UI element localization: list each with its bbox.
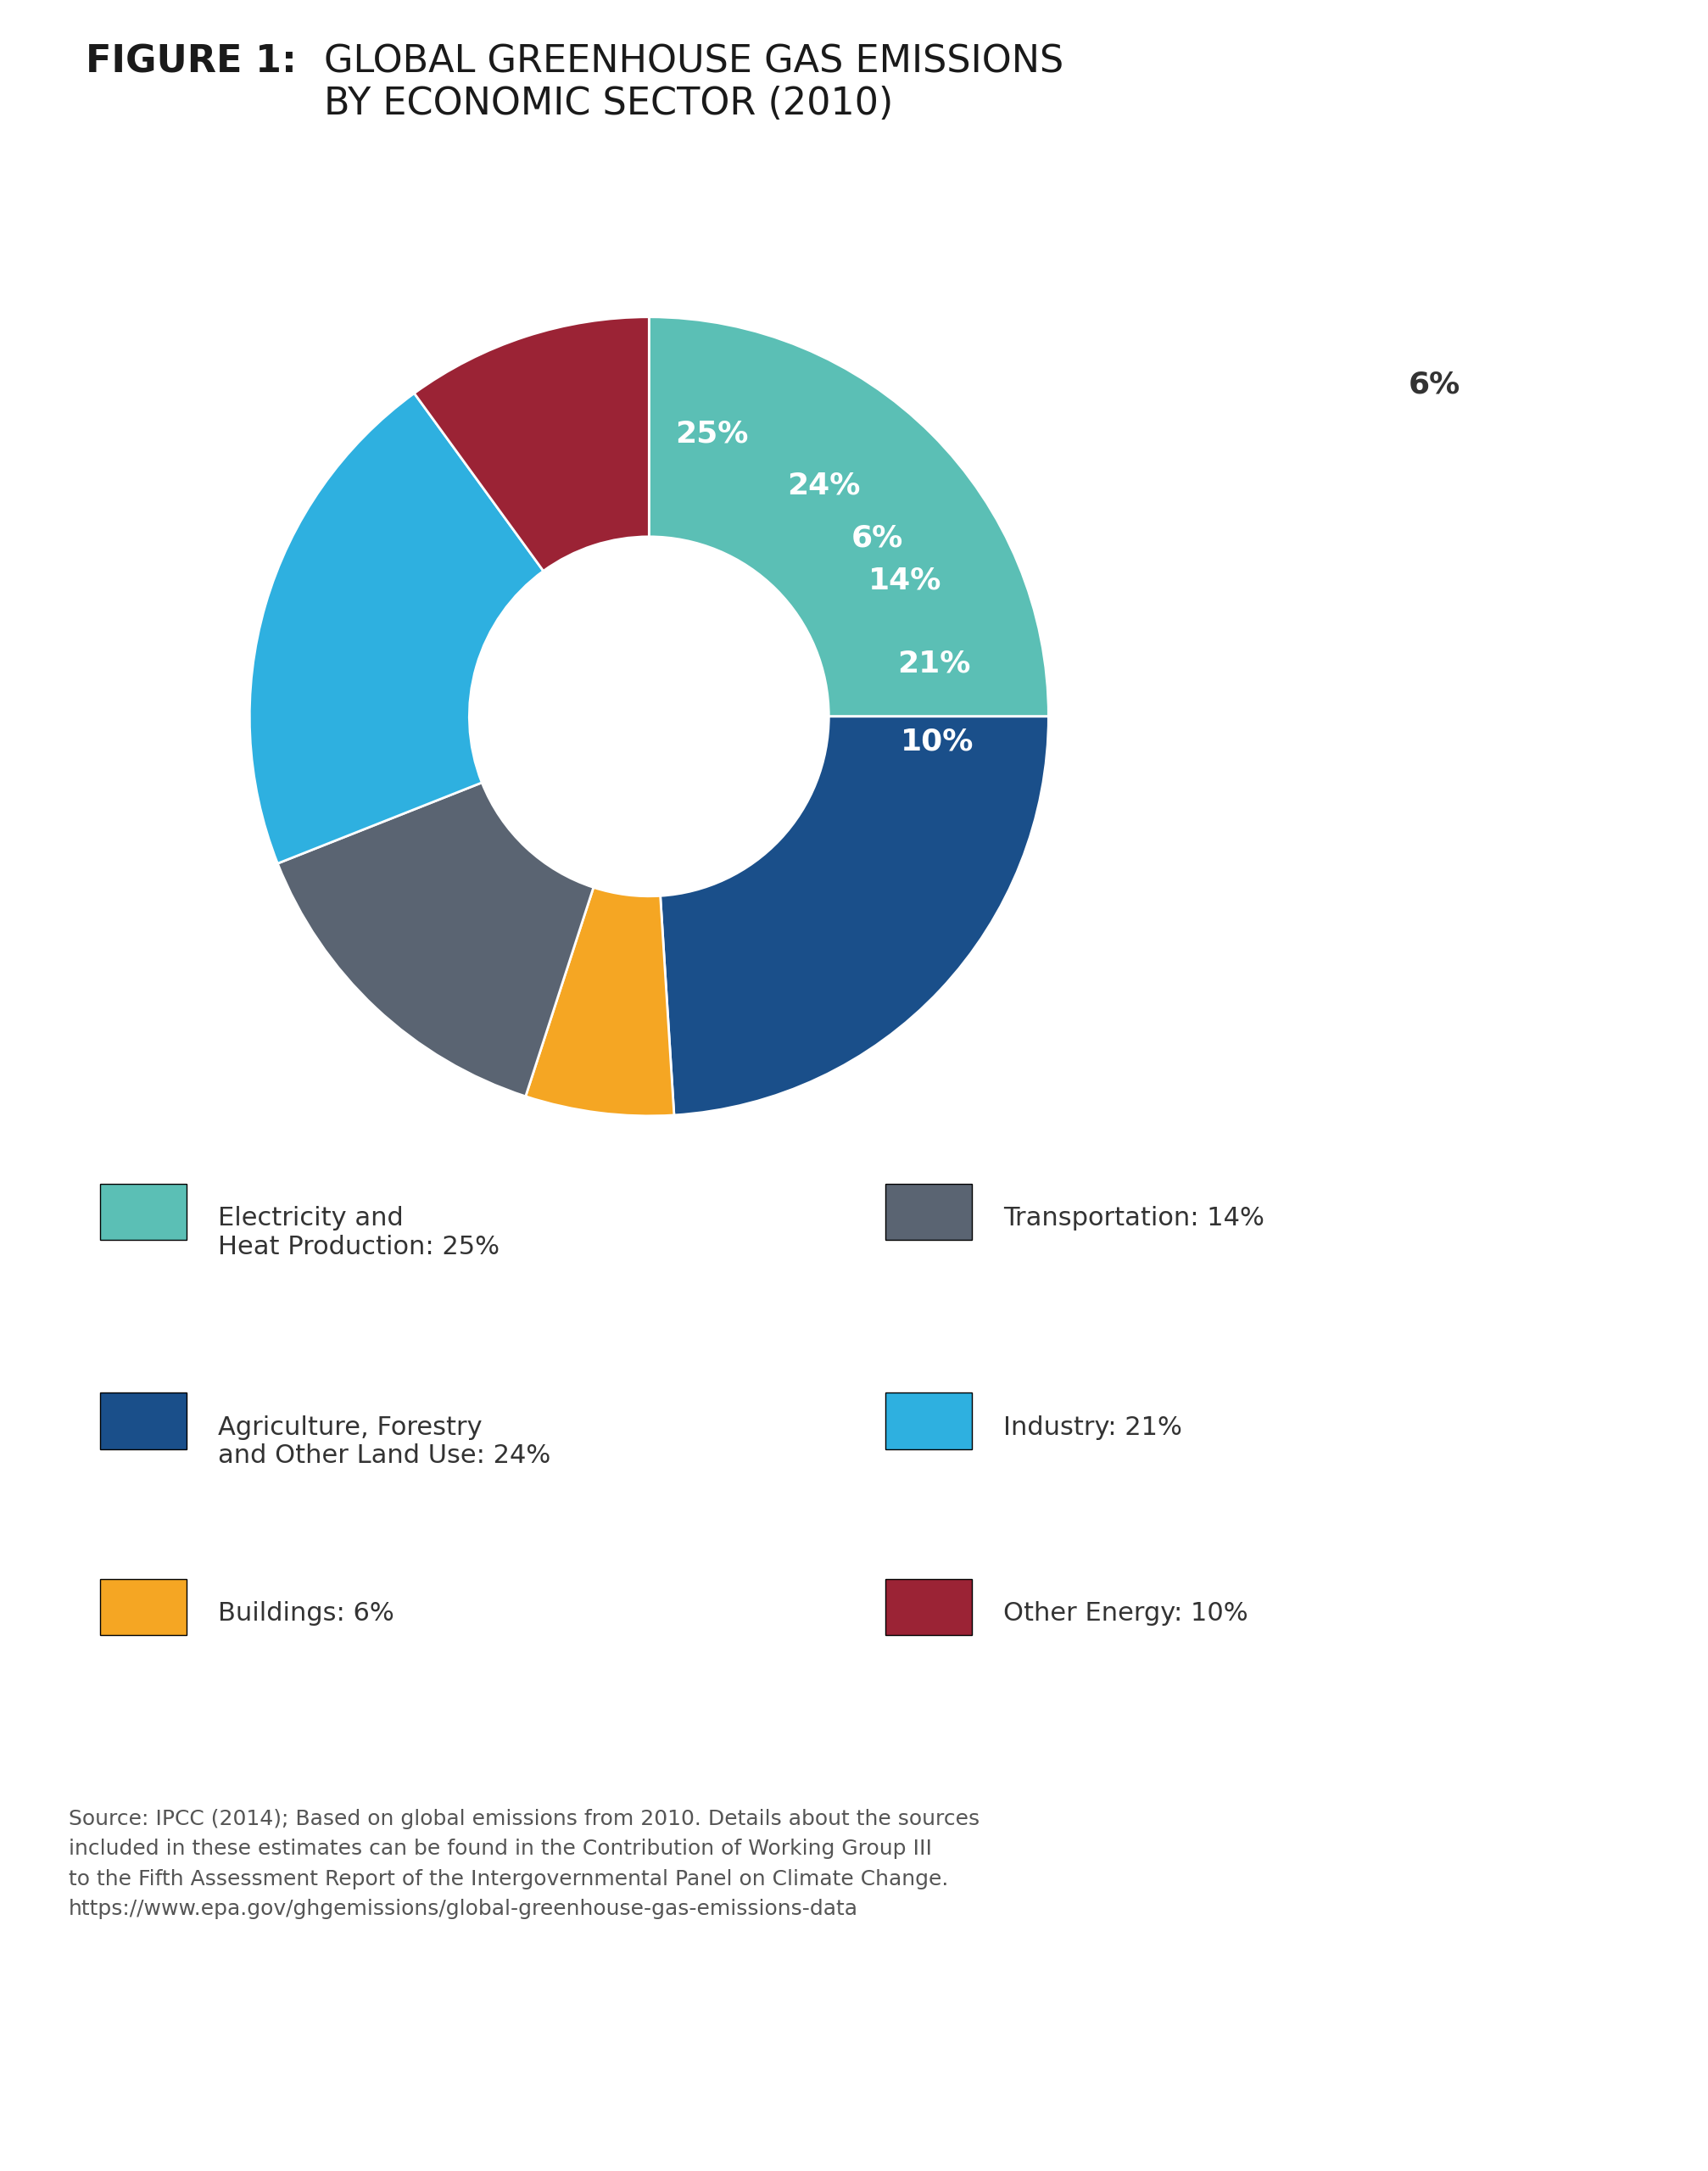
FancyBboxPatch shape	[99, 1183, 186, 1240]
FancyBboxPatch shape	[885, 1578, 972, 1635]
Wedge shape	[278, 782, 593, 1096]
Text: 14%: 14%	[868, 567, 941, 595]
Wedge shape	[249, 393, 543, 864]
Text: Industry: 21%: Industry: 21%	[1003, 1415, 1182, 1439]
Text: 6%: 6%	[1407, 369, 1460, 399]
Text: 6%: 6%	[851, 523, 904, 554]
Text: GLOBAL GREENHOUSE GAS EMISSIONS
BY ECONOMIC SECTOR (2010): GLOBAL GREENHOUSE GAS EMISSIONS BY ECONO…	[325, 43, 1064, 122]
Text: Agriculture, Forestry
and Other Land Use: 24%: Agriculture, Forestry and Other Land Use…	[217, 1415, 550, 1468]
Wedge shape	[661, 716, 1049, 1116]
Wedge shape	[415, 317, 649, 571]
FancyBboxPatch shape	[885, 1183, 972, 1240]
Text: Electricity and
Heat Production: 25%: Electricity and Heat Production: 25%	[217, 1207, 499, 1259]
Wedge shape	[649, 317, 1049, 716]
Text: Other Energy: 10%: Other Energy: 10%	[1003, 1602, 1249, 1626]
Text: Transportation: 14%: Transportation: 14%	[1003, 1207, 1264, 1231]
Text: 25%: 25%	[675, 419, 748, 447]
FancyBboxPatch shape	[99, 1578, 186, 1635]
Text: Source: IPCC (2014); Based on global emissions from 2010. Details about the sour: Source: IPCC (2014); Based on global emi…	[68, 1808, 979, 1919]
FancyBboxPatch shape	[99, 1392, 186, 1448]
Text: 21%: 21%	[897, 649, 970, 677]
FancyBboxPatch shape	[885, 1392, 972, 1448]
Text: 10%: 10%	[900, 727, 974, 756]
Text: FIGURE 1:: FIGURE 1:	[85, 43, 297, 80]
Wedge shape	[526, 888, 675, 1116]
Text: Buildings: 6%: Buildings: 6%	[217, 1602, 395, 1626]
Text: 24%: 24%	[787, 471, 859, 499]
